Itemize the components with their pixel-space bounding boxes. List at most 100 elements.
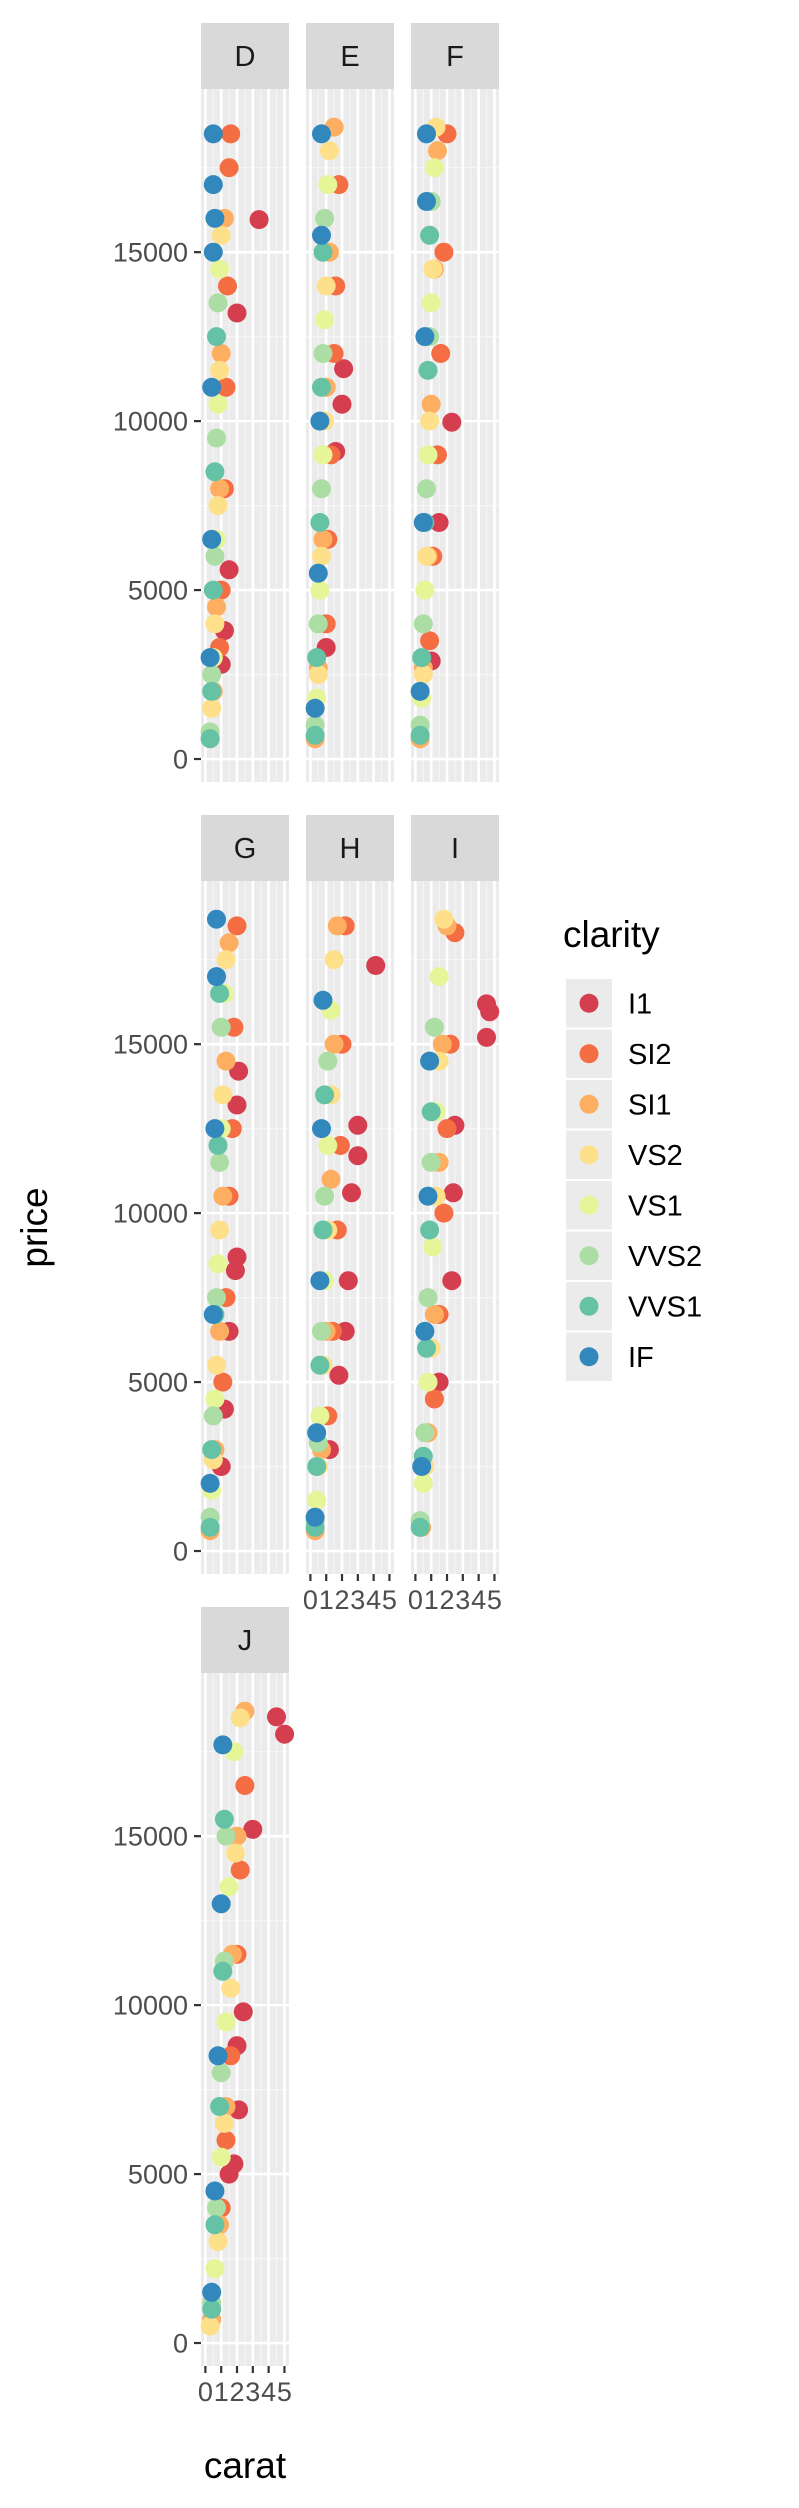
facet-strip-label: I: [451, 833, 459, 865]
legend-item-if: IF: [566, 1332, 654, 1381]
legend-label: VVS1: [628, 1291, 702, 1323]
data-point: [321, 1169, 341, 1189]
data-point: [442, 1271, 462, 1291]
facet-strip: [411, 815, 499, 881]
y-axis-title: price: [14, 1187, 55, 1267]
x-tick-label: 5: [382, 1585, 397, 1615]
data-point: [310, 411, 330, 431]
data-point: [213, 1735, 233, 1755]
data-point: [305, 698, 325, 718]
legend-item-vvs2: VVS2: [566, 1231, 702, 1280]
data-point: [423, 1237, 443, 1257]
points-J: [200, 1701, 295, 2336]
points-I: [410, 909, 500, 1537]
data-point: [219, 2164, 239, 2184]
legend-label: SI2: [628, 1039, 672, 1071]
data-point: [417, 546, 436, 566]
legend-label: SI1: [628, 1089, 672, 1121]
data-point: [210, 1152, 230, 1172]
data-point: [207, 967, 226, 987]
legend-swatch: [579, 1296, 599, 1316]
data-point: [312, 1119, 331, 1139]
data-point: [424, 1305, 444, 1324]
facet-strip-label: F: [446, 41, 464, 73]
data-point: [308, 614, 328, 634]
data-point: [315, 1186, 335, 1206]
data-point: [211, 1894, 231, 1914]
legend-swatch: [579, 1246, 599, 1266]
data-point: [305, 1507, 325, 1527]
data-point: [312, 546, 331, 566]
legend-label: VS1: [628, 1190, 683, 1222]
data-point: [208, 2232, 228, 2252]
data-point: [307, 1457, 327, 1476]
data-point: [214, 2113, 234, 2133]
x-tick-label: 2: [440, 1585, 455, 1615]
y-tick-label: 15000: [113, 1030, 188, 1060]
x-tick-label: 2: [230, 2377, 245, 2407]
x-tick-label: 2: [335, 1585, 350, 1615]
data-point: [202, 2282, 222, 2302]
data-point: [202, 665, 222, 684]
data-point: [207, 327, 226, 347]
data-point: [443, 1183, 463, 1203]
data-point: [420, 631, 440, 651]
y-tick-label: 0: [173, 2329, 188, 2359]
data-point: [324, 1034, 344, 1054]
data-point: [221, 1978, 241, 1998]
data-point: [329, 1365, 349, 1385]
data-point: [413, 1473, 433, 1493]
data-point: [203, 124, 223, 144]
data-point: [319, 141, 339, 161]
data-point: [200, 1473, 220, 1493]
data-point: [216, 1826, 236, 1846]
data-point: [429, 513, 449, 532]
data-point: [219, 933, 239, 953]
data-point: [418, 360, 438, 380]
data-point: [243, 1819, 263, 1839]
data-point: [200, 2316, 220, 2336]
data-point: [202, 1440, 222, 1460]
data-point: [203, 242, 223, 262]
data-point: [413, 665, 433, 684]
data-point: [203, 1406, 223, 1426]
data-point: [421, 394, 441, 414]
data-point: [225, 1261, 245, 1281]
facet-panels: D E F G H I J: [200, 23, 500, 2366]
data-point: [205, 1119, 225, 1139]
data-point: [313, 242, 333, 262]
x-axis-title: carat: [204, 2445, 287, 2486]
data-point: [421, 1152, 441, 1172]
data-point: [413, 513, 433, 532]
legend-item-vs2: VS2: [566, 1130, 683, 1179]
y-tick-label: 5000: [128, 2160, 188, 2190]
data-point: [249, 210, 269, 230]
facet-strip: [306, 815, 394, 881]
data-point: [338, 1271, 358, 1291]
data-point: [312, 1321, 331, 1341]
facet-panel-G: G: [200, 815, 289, 1574]
data-point: [216, 377, 236, 397]
facet-strip-label: G: [234, 833, 257, 865]
data-point: [213, 1186, 233, 1206]
data-point: [230, 1860, 250, 1880]
data-point: [480, 1002, 500, 1022]
data-point: [211, 344, 231, 363]
data-point: [200, 648, 220, 668]
data-point: [417, 124, 436, 144]
legend-label: IF: [628, 1342, 654, 1374]
legend-swatch: [579, 993, 599, 1013]
data-point: [216, 2130, 236, 2150]
legend-label: VS2: [628, 1140, 683, 1172]
data-point: [477, 1027, 496, 1047]
facet-strip: [306, 23, 394, 89]
facet-strip-label: J: [238, 1625, 253, 1657]
data-point: [202, 2299, 222, 2319]
data-point: [417, 192, 436, 211]
x-tick-label: 4: [366, 1585, 381, 1615]
data-point: [213, 1961, 233, 1981]
data-point: [410, 725, 430, 745]
